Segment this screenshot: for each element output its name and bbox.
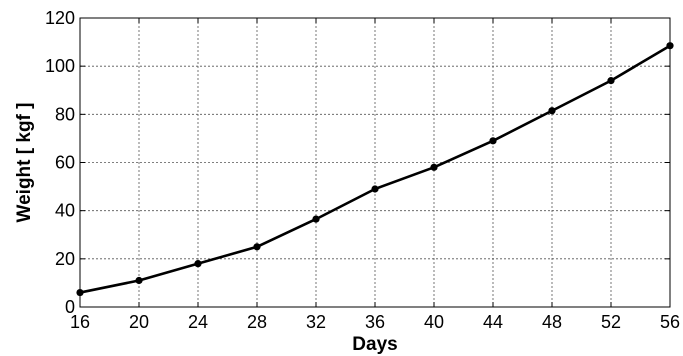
- data-point: [253, 243, 261, 251]
- data-point: [194, 260, 202, 268]
- x-tick-label: 20: [129, 312, 149, 332]
- x-tick-label: 28: [247, 312, 267, 332]
- y-tick-label: 100: [45, 56, 75, 76]
- y-tick-label: 40: [55, 201, 75, 221]
- y-tick-label: 20: [55, 249, 75, 269]
- series-group: [76, 42, 674, 297]
- x-tick-label: 16: [70, 312, 90, 332]
- data-point: [371, 185, 379, 193]
- data-point: [76, 288, 84, 297]
- x-tick-label: 24: [188, 312, 208, 332]
- y-tick-label: 80: [55, 104, 75, 124]
- data-point: [548, 107, 556, 115]
- y-tick-label: 0: [65, 297, 75, 317]
- data-point: [430, 163, 438, 171]
- x-tick-label: 36: [365, 312, 385, 332]
- x-tick-label: 40: [424, 312, 444, 332]
- data-point: [489, 137, 497, 145]
- y-tick-label: 120: [45, 8, 75, 28]
- x-axis-title: Days: [352, 334, 397, 355]
- x-tick-label: 48: [542, 312, 562, 332]
- data-point: [607, 77, 615, 85]
- data-point: [312, 215, 320, 223]
- data-point: [666, 42, 674, 50]
- axis-ticks: 16 20 24 28 32 36 40 44 48 52 56 0 20 40 60 80 100 120: [45, 8, 680, 332]
- x-tick-label: 52: [601, 312, 621, 332]
- y-tick-label: 60: [55, 153, 75, 173]
- y-axis-title: Weight [ kgf ]: [14, 103, 35, 223]
- data-point: [135, 276, 143, 285]
- grid: [80, 18, 670, 307]
- x-tick-label: 32: [306, 312, 326, 332]
- x-tick-label: 56: [660, 312, 680, 332]
- x-tick-label: 44: [483, 312, 503, 332]
